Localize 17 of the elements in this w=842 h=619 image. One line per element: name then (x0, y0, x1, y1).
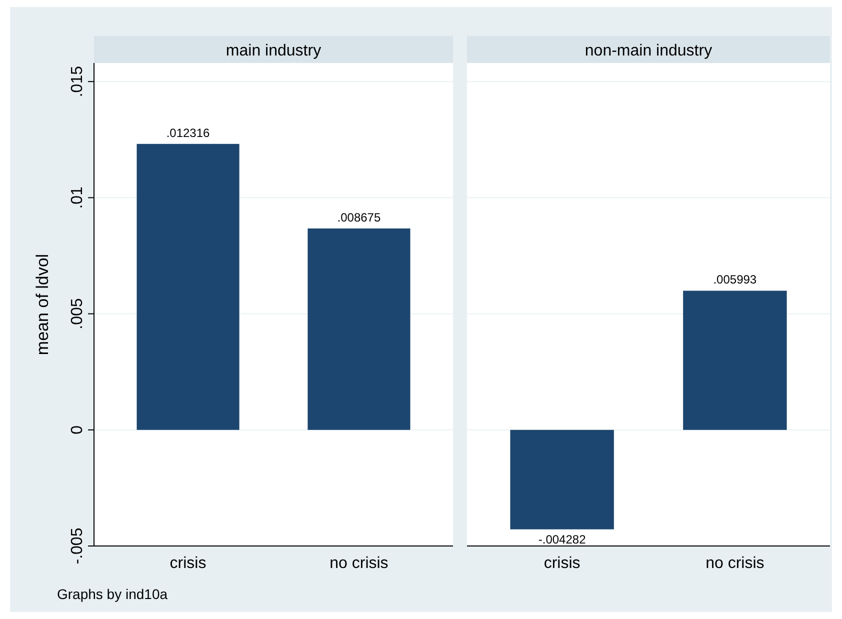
x-tick-label: no crisis (706, 555, 764, 572)
y-tick-label: -.005 (69, 528, 86, 564)
data-label: -.004282 (538, 532, 586, 546)
y-tick-label: .01 (69, 186, 86, 209)
chart-title: non-main industry (584, 42, 712, 60)
y-tick-label: .015 (69, 66, 86, 98)
y-axis-title: mean of ldvol (33, 254, 52, 356)
y-tick-label: 0 (69, 425, 86, 434)
data-label: .005993 (713, 272, 757, 287)
text: Graphs by ind10a (57, 586, 168, 602)
y-tick-label: .005 (69, 298, 86, 330)
data-label: .012316 (166, 126, 210, 140)
data-label: .008675 (337, 210, 381, 224)
x-tick-label: crisis (170, 555, 206, 572)
x-tick-label: no crisis (330, 555, 388, 572)
chart-title: main industry (226, 42, 322, 60)
x-tick-label: crisis (544, 555, 580, 572)
